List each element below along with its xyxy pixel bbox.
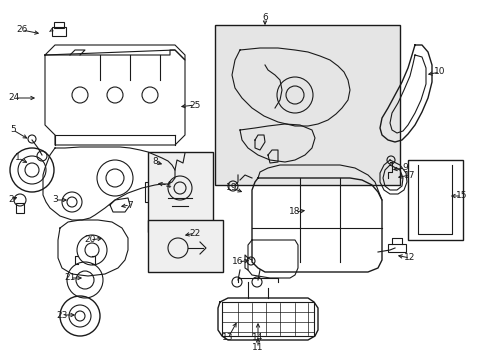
Text: 9: 9 — [401, 163, 407, 172]
Text: 6: 6 — [262, 13, 267, 22]
Text: 26: 26 — [16, 26, 28, 35]
Bar — [148, 152, 213, 232]
Bar — [54, 22, 64, 28]
Text: 11: 11 — [252, 343, 263, 352]
Text: 1: 1 — [15, 153, 21, 162]
Bar — [387, 244, 405, 252]
Text: 5: 5 — [10, 126, 16, 135]
Text: 24: 24 — [8, 94, 20, 103]
Text: 7: 7 — [127, 201, 133, 210]
Text: 17: 17 — [404, 171, 415, 180]
Text: 3: 3 — [52, 195, 58, 204]
Bar — [52, 27, 66, 36]
Text: 10: 10 — [433, 68, 445, 77]
Text: 12: 12 — [404, 253, 415, 262]
Text: 13: 13 — [222, 333, 233, 342]
Bar — [148, 220, 223, 272]
Text: 25: 25 — [189, 100, 200, 109]
Text: 22: 22 — [189, 229, 200, 238]
Bar — [16, 203, 24, 213]
Bar — [215, 25, 399, 185]
Bar — [145, 182, 173, 202]
Text: 18: 18 — [289, 207, 300, 216]
Text: 16: 16 — [232, 257, 243, 266]
Text: 15: 15 — [455, 192, 467, 201]
Bar — [407, 160, 462, 240]
Text: 20: 20 — [84, 235, 96, 244]
Text: 19: 19 — [226, 184, 237, 193]
Text: 4: 4 — [165, 180, 170, 189]
Text: 14: 14 — [252, 333, 263, 342]
Text: 8: 8 — [152, 158, 158, 166]
Text: 23: 23 — [56, 310, 67, 320]
Text: 2: 2 — [8, 195, 14, 204]
Text: 21: 21 — [64, 274, 76, 283]
